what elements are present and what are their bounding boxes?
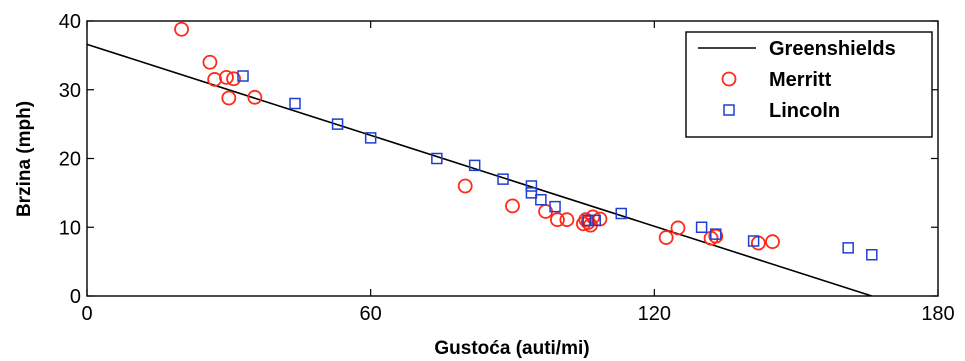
lincoln-point xyxy=(582,214,594,227)
merritt-point xyxy=(505,198,520,214)
merritt-point xyxy=(174,21,189,37)
lincoln-point xyxy=(589,214,601,227)
lincoln-point xyxy=(364,132,377,144)
x-tick-label: 60 xyxy=(360,303,382,325)
merritt-point xyxy=(226,71,241,87)
lincoln-point xyxy=(468,159,481,172)
merritt-point xyxy=(550,212,565,228)
lincoln-point xyxy=(525,180,538,192)
legend: Greenshields Merritt Lincoln xyxy=(685,31,933,138)
lincoln-point xyxy=(747,235,760,247)
y-tick-label: 40 xyxy=(59,11,81,33)
merritt-point xyxy=(202,54,218,70)
y-tick-label: 0 xyxy=(70,286,81,308)
merritt-point xyxy=(670,220,686,236)
lincoln-point xyxy=(842,242,854,254)
lincoln-point xyxy=(331,118,344,130)
lincoln-point xyxy=(695,221,708,233)
y-tick-label: 10 xyxy=(59,217,81,239)
lincoln-point xyxy=(237,70,249,82)
x-tick-label: 180 xyxy=(921,303,954,325)
lincoln-point xyxy=(615,207,627,220)
merritt-point xyxy=(658,230,674,245)
y-tick-label: 30 xyxy=(59,80,81,102)
merritt-point xyxy=(207,72,223,87)
merritt-point xyxy=(219,69,234,85)
merritt-point xyxy=(457,178,473,194)
lincoln-point xyxy=(289,97,301,110)
y-tick-label: 20 xyxy=(59,149,81,171)
y-axis-label: Brzina (mph) xyxy=(14,101,35,217)
merritt-point xyxy=(765,234,780,250)
lincoln-point xyxy=(710,228,722,240)
lincoln-point xyxy=(866,249,878,261)
lincoln-point xyxy=(535,194,547,206)
lincoln-point xyxy=(549,200,561,213)
legend-label-greenshields: Greenshields xyxy=(769,38,896,60)
merritt-point xyxy=(559,212,575,228)
merritt-point xyxy=(221,90,237,106)
axis-ticks: 0 60 120 180 0 10 20 30 40 xyxy=(59,11,955,325)
legend-circle-swatch xyxy=(721,71,737,87)
lincoln-points-group xyxy=(237,70,878,261)
merritt-point xyxy=(247,89,263,105)
legend-label-merritt: Merritt xyxy=(769,69,832,91)
x-tick-label: 120 xyxy=(638,303,671,325)
legend-label-lincoln: Lincoln xyxy=(769,100,840,122)
lincoln-point xyxy=(525,187,538,199)
x-tick-label: 0 xyxy=(81,303,92,325)
lincoln-point xyxy=(497,173,509,185)
lincoln-point xyxy=(431,152,443,165)
x-axis-label: Gustoća (auti/mi) xyxy=(434,338,589,359)
legend-square-swatch xyxy=(723,104,735,116)
